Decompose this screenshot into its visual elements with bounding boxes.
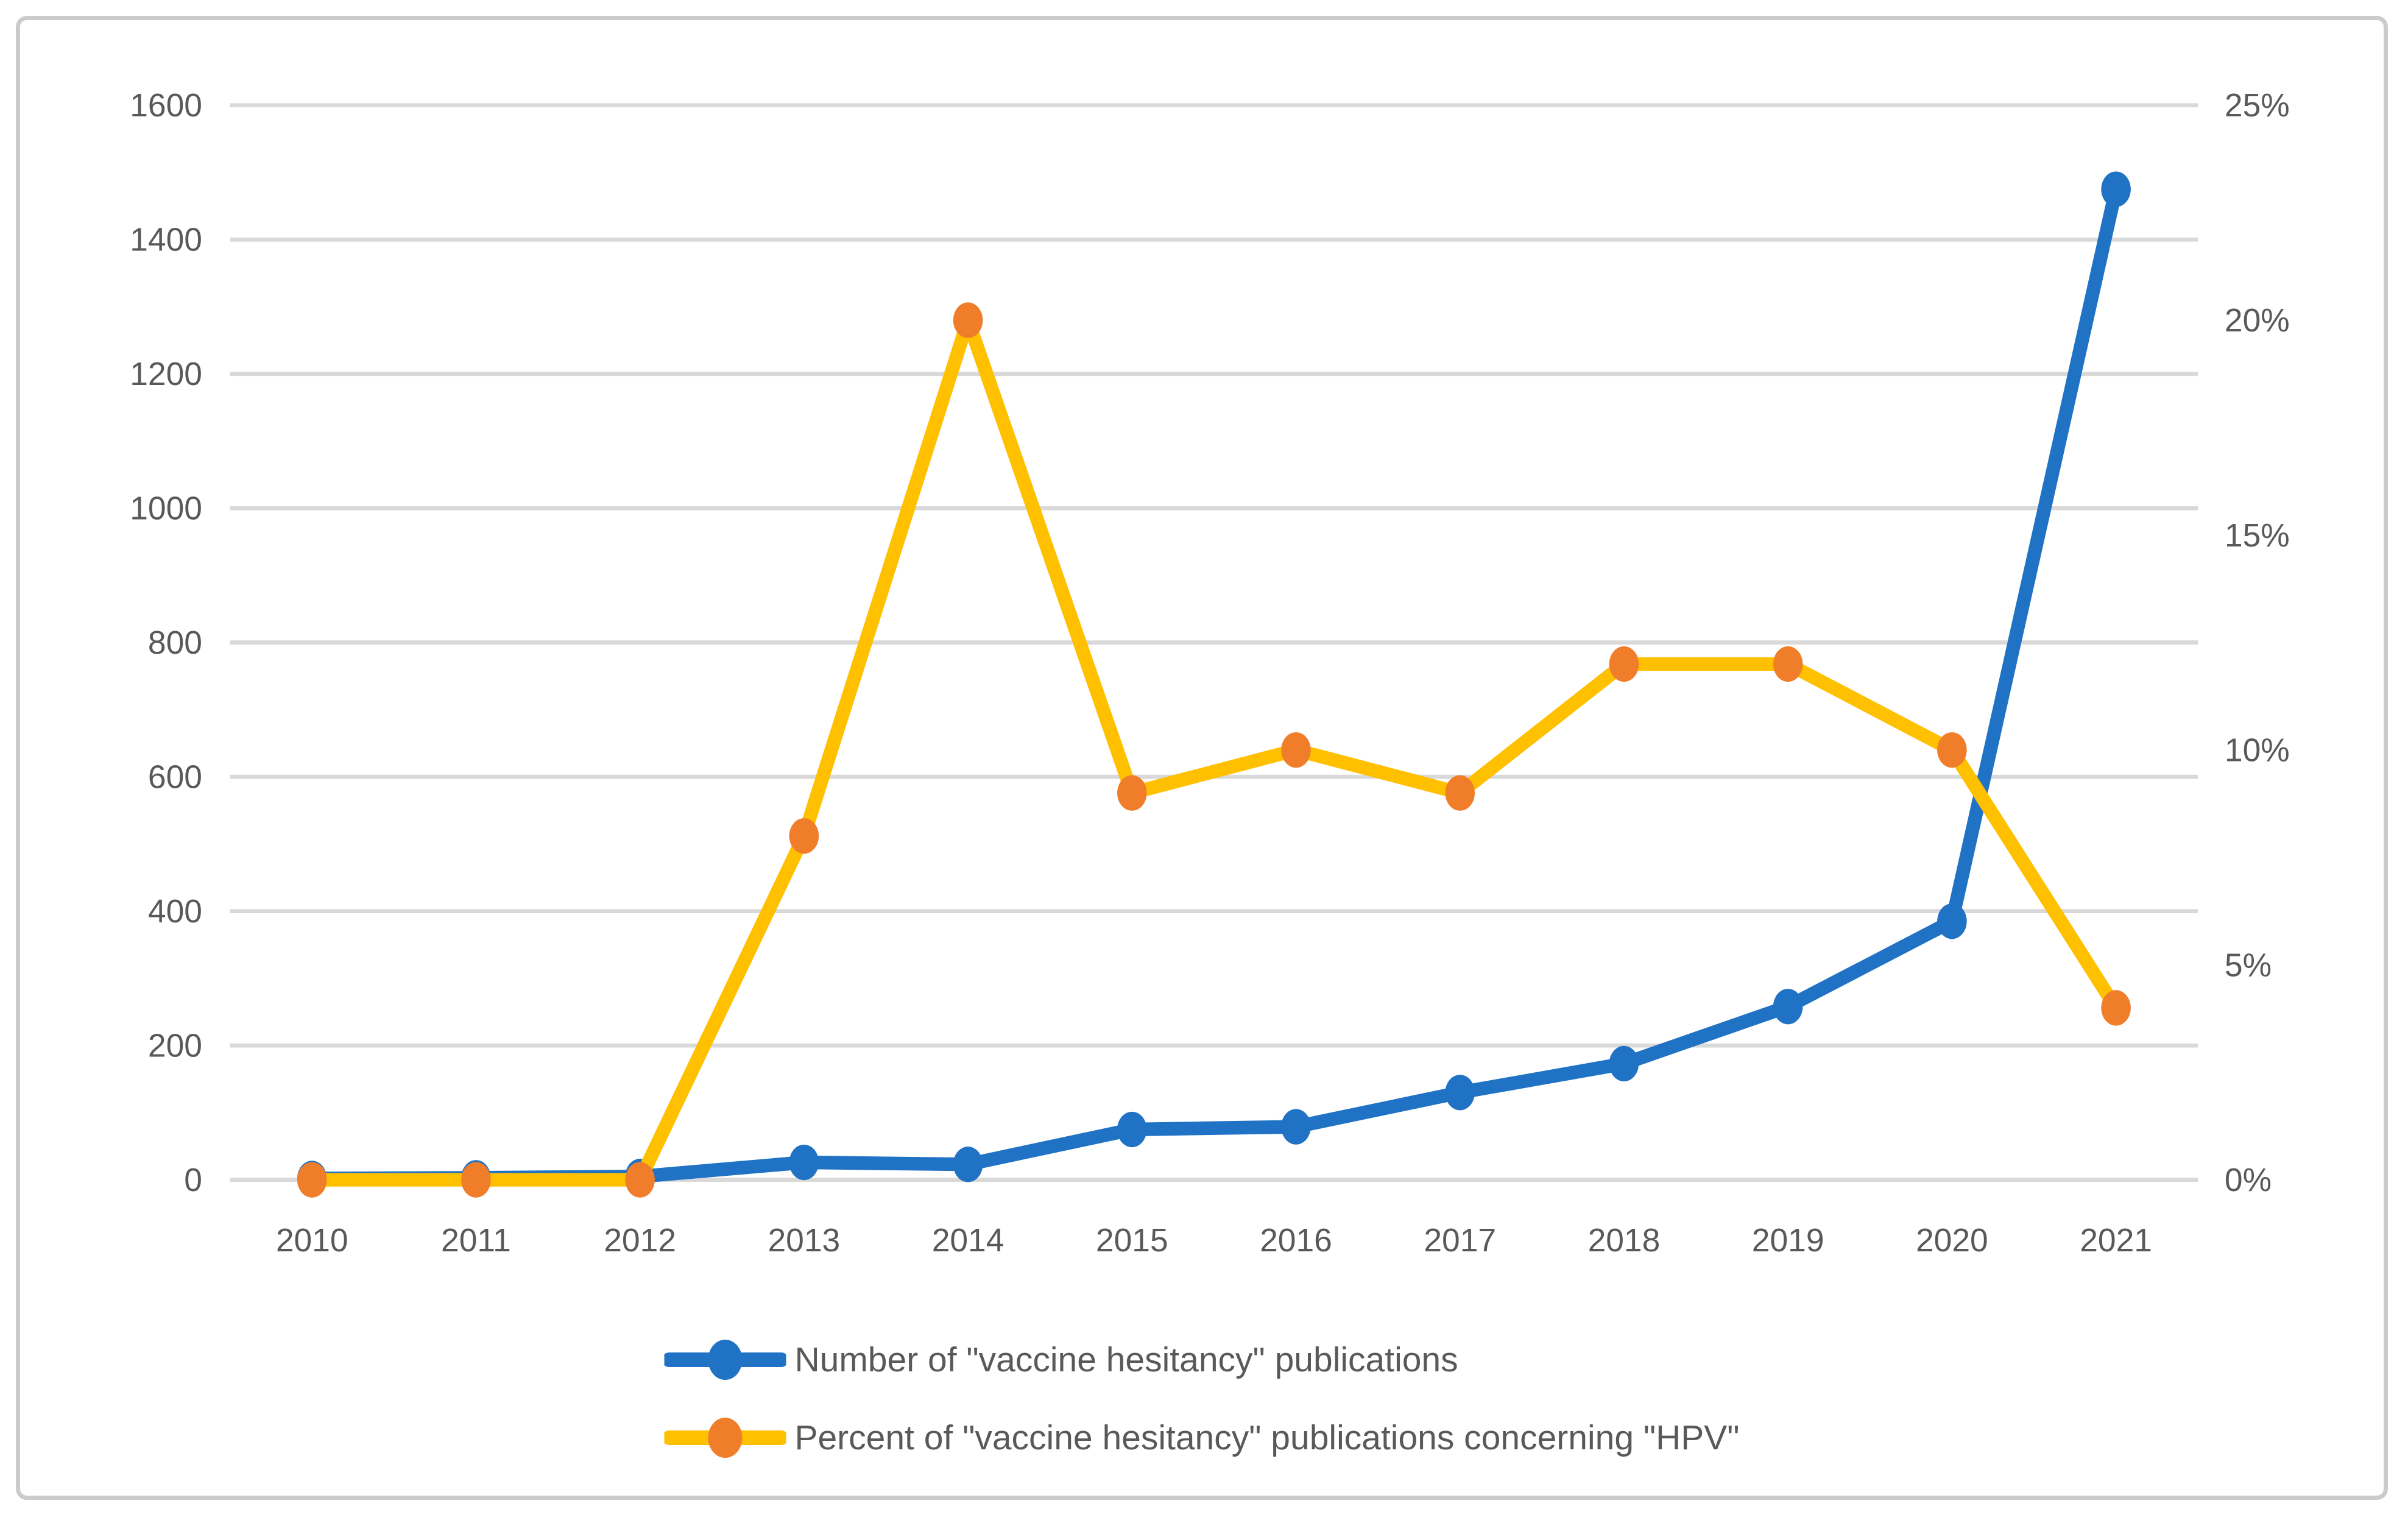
data-point-marker-publications (2101, 171, 2131, 207)
series-line-publications (305, 182, 2123, 1186)
y-left-tick-label: 400 (148, 894, 202, 930)
data-point-marker-percent-hpv (1773, 646, 1803, 682)
x-tick-label: 2012 (604, 1223, 676, 1259)
x-tick-label: 2014 (932, 1223, 1005, 1259)
x-tick-label: 2015 (1096, 1223, 1168, 1259)
y-left-tick-label: 1200 (130, 356, 202, 392)
legend-label-publications: Number of "vaccine hesitancy" publicatio… (794, 1340, 1458, 1379)
y-right-tick-label: 25% (2225, 88, 2290, 124)
y-left-tick-label: 0 (184, 1162, 202, 1198)
data-point-marker-percent-hpv (625, 1162, 655, 1198)
x-tick-label: 2018 (1588, 1223, 1661, 1259)
data-point-marker-publications (953, 1147, 983, 1182)
data-point-marker-percent-hpv (1609, 646, 1639, 682)
data-point-marker-publications (1609, 1045, 1639, 1082)
legend-label-percent-hpv: Percent of "vaccine hesitancy" publicati… (794, 1418, 1740, 1457)
series-line-percent-hpv (305, 313, 2123, 1187)
data-point-marker-percent-hpv (297, 1162, 327, 1198)
y-left-tick-label: 800 (148, 625, 202, 661)
y-right-tick-label: 20% (2225, 303, 2290, 339)
x-tick-label: 2017 (1424, 1223, 1496, 1259)
data-point-marker-publications (1773, 989, 1803, 1025)
data-point-marker-publications (789, 1144, 819, 1181)
x-tick-label: 2020 (1916, 1223, 1988, 1259)
legend: Number of "vaccine hesitancy" publicatio… (664, 1336, 1740, 1462)
data-point-marker-percent-hpv (789, 818, 819, 854)
plot-area: 0 200 400 600 800 1000 1200 1400 1600 0% 5% 10% 15% 2… (130, 88, 2290, 1259)
data-point-marker-percent-hpv (1937, 732, 1967, 768)
data-point-marker-percent-hpv (2101, 990, 2131, 1026)
legend-marker-line-dot-orange (664, 1418, 786, 1458)
y-left-tick-label: 1400 (130, 222, 202, 258)
y-left-tick-label: 1000 (130, 491, 202, 527)
y-left-tick-label: 1600 (130, 88, 202, 124)
y-right-tick-label: 15% (2225, 518, 2290, 554)
data-point-marker-percent-hpv (953, 302, 983, 338)
x-tick-label: 2019 (1752, 1223, 1824, 1259)
data-point-marker-percent-hpv (461, 1162, 491, 1198)
legend-item-percent-hpv: Percent of "vaccine hesitancy" publicati… (664, 1414, 1740, 1462)
data-point-marker-publications (1445, 1075, 1475, 1111)
x-tick-label: 2021 (2080, 1223, 2152, 1259)
data-point-marker-publications (1937, 903, 1967, 939)
data-point-marker-publications (1281, 1109, 1311, 1145)
x-tick-label: 2011 (441, 1223, 511, 1259)
data-point-marker-publications (1117, 1111, 1147, 1148)
chart-frame: 0 200 400 600 800 1000 1200 1400 1600 0% 5% 10% 15% 2… (16, 16, 2388, 1500)
y-right-tick-label: 10% (2225, 733, 2290, 769)
y-right-tick-label: 0% (2225, 1162, 2272, 1198)
y-left-tick-label: 200 (148, 1028, 202, 1064)
data-point-marker-percent-hpv (1445, 775, 1475, 811)
x-tick-label: 2013 (768, 1223, 840, 1259)
legend-marker-line-dot-blue (664, 1340, 786, 1380)
legend-dot (708, 1340, 743, 1380)
y-right-tick-label: 5% (2225, 947, 2272, 983)
x-tick-label: 2016 (1260, 1223, 1332, 1259)
y-left-tick-label: 600 (148, 760, 202, 796)
legend-item-publications: Number of "vaccine hesitancy" publicatio… (664, 1336, 1458, 1384)
legend-dot (708, 1418, 743, 1458)
x-tick-label: 2010 (276, 1223, 348, 1259)
data-point-marker-percent-hpv (1281, 732, 1311, 768)
data-point-marker-percent-hpv (1117, 775, 1147, 811)
